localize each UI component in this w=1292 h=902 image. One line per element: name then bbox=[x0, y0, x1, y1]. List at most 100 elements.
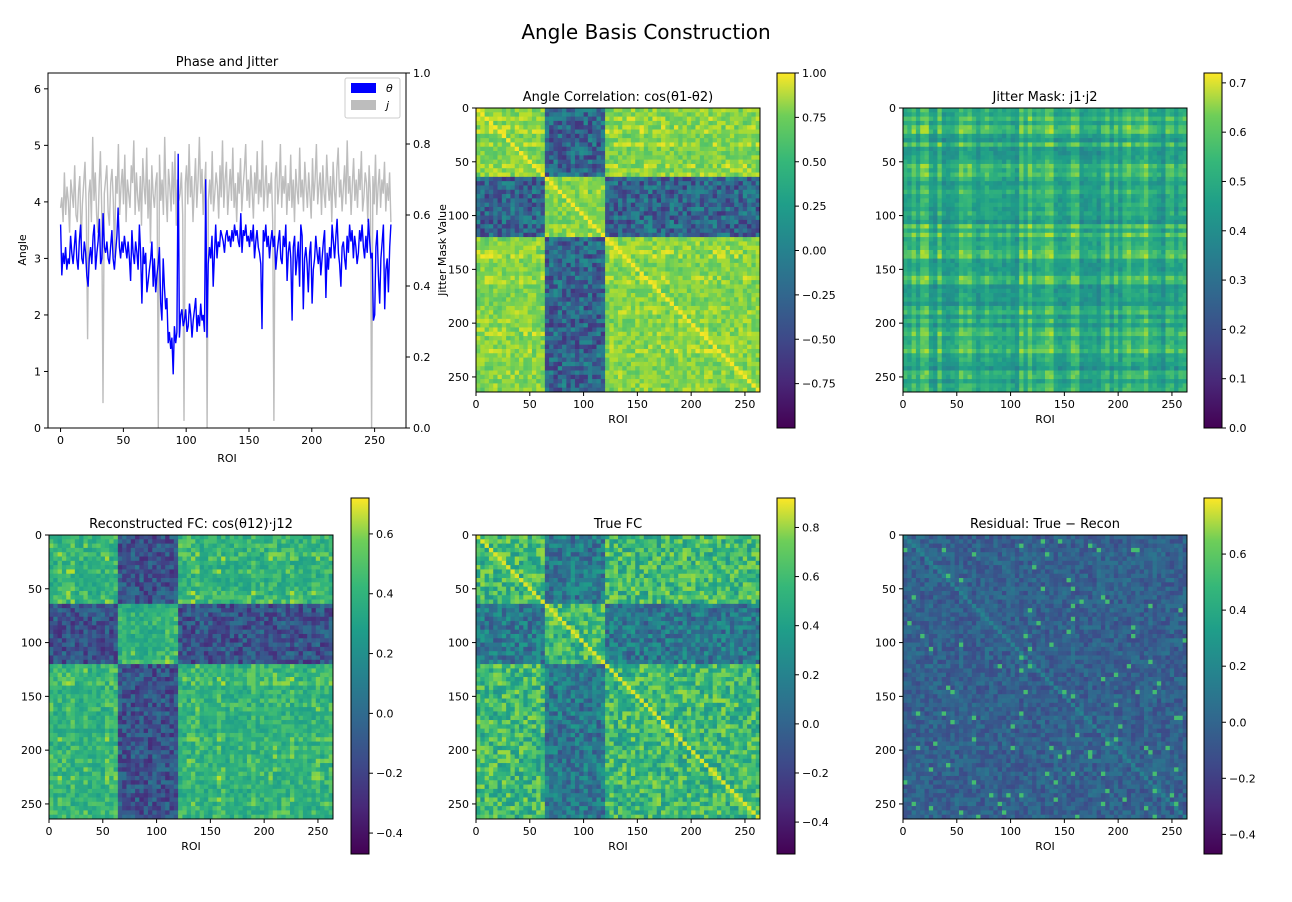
heatmap-cell bbox=[691, 387, 696, 393]
heatmap-cell bbox=[488, 340, 494, 346]
heatmap-cell bbox=[691, 254, 696, 259]
heatmap-cell bbox=[699, 374, 705, 380]
heatmap-cell bbox=[643, 344, 649, 350]
heatmap-cell bbox=[635, 258, 640, 264]
heatmap-cell bbox=[476, 267, 481, 272]
heatmap-cell bbox=[544, 344, 550, 350]
heatmap-cell bbox=[1083, 125, 1089, 130]
heatmap-cell bbox=[691, 112, 696, 117]
heatmap-cell bbox=[747, 172, 752, 178]
heatmap-cell bbox=[570, 331, 576, 337]
heatmap-cell bbox=[656, 293, 662, 298]
heatmap-cell bbox=[583, 168, 589, 173]
heatmap-cell bbox=[600, 318, 606, 324]
heatmap-cell bbox=[510, 348, 516, 354]
heatmap-cell bbox=[484, 198, 490, 204]
heatmap-cell bbox=[544, 245, 550, 251]
heatmap-cell bbox=[682, 370, 688, 376]
heatmap-cell bbox=[626, 301, 632, 307]
heatmap-cell bbox=[950, 125, 956, 130]
heatmap-cell bbox=[497, 323, 503, 328]
heatmap-cell bbox=[613, 219, 619, 225]
heatmap-cell bbox=[587, 275, 593, 281]
heatmap-cell bbox=[531, 202, 537, 208]
heatmap-cell bbox=[920, 116, 925, 122]
heatmap-cell bbox=[1045, 108, 1050, 113]
heatmap-cell bbox=[682, 314, 688, 320]
heatmap-cell bbox=[531, 314, 537, 320]
heatmap-cell bbox=[600, 176, 606, 182]
heatmap-cell bbox=[553, 112, 559, 117]
heatmap-cell bbox=[648, 108, 653, 113]
heatmap-cell bbox=[708, 383, 714, 389]
heatmap-cell bbox=[699, 275, 705, 281]
heatmap-cell bbox=[678, 340, 683, 346]
heatmap-cell bbox=[716, 112, 722, 117]
heatmap-cell bbox=[678, 237, 683, 242]
heatmap-cell bbox=[704, 254, 709, 259]
heatmap-cell bbox=[566, 224, 572, 229]
heatmap-cell bbox=[605, 293, 610, 298]
heatmap-cell bbox=[514, 185, 520, 191]
heatmap-cell bbox=[544, 250, 550, 255]
heatmap-cell bbox=[506, 258, 511, 264]
heatmap-cell bbox=[643, 181, 649, 186]
heatmap-cell bbox=[716, 245, 722, 251]
heatmap-cell bbox=[587, 370, 593, 376]
heatmap-cell bbox=[747, 129, 752, 135]
heatmap-cell bbox=[566, 305, 572, 311]
heatmap-cell bbox=[544, 211, 550, 216]
heatmap-cell bbox=[596, 142, 602, 148]
heatmap-cell bbox=[950, 129, 956, 135]
heatmap-cell bbox=[579, 258, 584, 264]
heatmap-cell bbox=[1092, 120, 1098, 126]
heatmap-cell bbox=[566, 133, 572, 139]
heatmap-cell bbox=[549, 293, 554, 298]
heatmap-cell bbox=[682, 241, 688, 247]
heatmap-cell bbox=[1062, 120, 1067, 126]
heatmap-cell bbox=[497, 116, 503, 122]
heatmap-cell bbox=[678, 125, 683, 130]
heatmap-cell bbox=[488, 151, 494, 156]
heatmap-cell bbox=[1092, 116, 1098, 122]
heatmap-cell bbox=[716, 327, 722, 333]
heatmap-cell bbox=[1019, 129, 1024, 135]
heatmap-cell bbox=[630, 155, 636, 161]
heatmap-cell bbox=[734, 374, 739, 380]
heatmap-cell bbox=[673, 387, 679, 393]
heatmap-cell bbox=[665, 185, 671, 191]
heatmap-cell bbox=[755, 237, 761, 242]
heatmap-cell bbox=[669, 224, 675, 229]
heatmap-cell bbox=[716, 224, 722, 229]
heatmap-cell bbox=[661, 258, 666, 264]
heatmap-cell bbox=[755, 370, 761, 376]
heatmap-cell bbox=[570, 340, 576, 346]
heatmap-cell bbox=[729, 262, 735, 268]
heatmap-cell bbox=[1122, 108, 1128, 113]
heatmap-cell bbox=[531, 275, 537, 281]
heatmap-cell bbox=[742, 163, 748, 169]
heatmap-cell bbox=[712, 267, 718, 272]
heatmap-cell bbox=[971, 129, 977, 135]
heatmap-cell bbox=[1083, 138, 1089, 143]
heatmap-cell bbox=[656, 250, 662, 255]
heatmap-cell bbox=[497, 280, 503, 285]
heatmap-cell bbox=[510, 280, 516, 285]
heatmap-cell bbox=[903, 108, 908, 113]
heatmap-cell bbox=[686, 331, 692, 337]
heatmap-cell bbox=[540, 271, 546, 277]
heatmap-cell bbox=[678, 120, 683, 126]
heatmap-cell bbox=[587, 331, 593, 337]
heatmap-cell bbox=[626, 366, 632, 371]
heatmap-cell bbox=[738, 138, 744, 143]
heatmap-cell bbox=[1122, 125, 1128, 130]
heatmap-cell bbox=[476, 172, 481, 178]
heatmap-cell bbox=[488, 344, 494, 350]
heatmap-cell bbox=[570, 237, 576, 242]
heatmap-cell bbox=[643, 138, 649, 143]
heatmap-cell bbox=[734, 142, 739, 148]
heatmap-cell bbox=[678, 146, 683, 152]
heatmap-cell bbox=[622, 129, 627, 135]
heatmap-cell bbox=[592, 323, 597, 328]
heatmap-cell bbox=[755, 146, 761, 152]
